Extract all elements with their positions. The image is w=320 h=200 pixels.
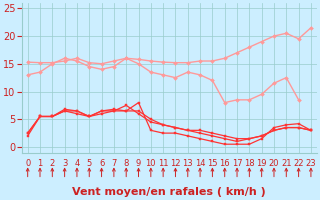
- X-axis label: Vent moyen/en rafales ( km/h ): Vent moyen/en rafales ( km/h ): [72, 187, 266, 197]
